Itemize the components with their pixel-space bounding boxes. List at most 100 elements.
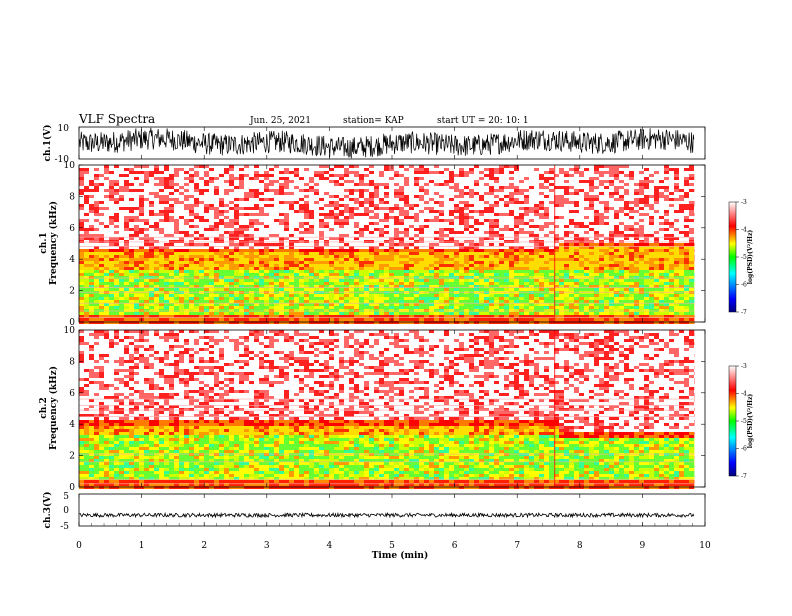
- spectrogram-cell: [174, 276, 179, 279]
- spectrogram-cell: [109, 243, 114, 246]
- spectrogram-cell: [459, 174, 464, 177]
- spectrogram-cell: [454, 216, 459, 219]
- spectrogram-cell: [84, 219, 89, 222]
- spectrogram-cell: [269, 273, 274, 276]
- spectrogram-cell: [644, 243, 649, 246]
- spectrogram-cell: [189, 243, 194, 246]
- spectrogram-cell: [289, 321, 294, 324]
- spectrogram-cell: [539, 249, 544, 252]
- spectrogram-cell: [654, 255, 659, 258]
- spectrogram-cell: [374, 189, 379, 192]
- spectrogram-cell: [89, 357, 94, 360]
- spectrogram-cell: [304, 195, 309, 198]
- spectrogram-cell: [344, 288, 349, 291]
- spectrogram-cell: [649, 288, 654, 291]
- spectrogram-cell: [629, 291, 634, 294]
- spectrogram-cell: [349, 252, 354, 255]
- spectrogram-cell: [209, 291, 214, 294]
- spectrogram-cell: [544, 264, 549, 267]
- spectrogram-cell: [304, 282, 309, 285]
- spectrogram-cell: [149, 243, 154, 246]
- spectrogram-cell: [289, 192, 294, 195]
- spectrogram-cell: [394, 270, 399, 273]
- spectrogram-cell: [399, 294, 404, 297]
- spectrogram-cell: [629, 279, 634, 282]
- spectrogram-cell: [149, 213, 154, 216]
- spectrogram-cell: [399, 252, 404, 255]
- spectrogram-cell: [94, 174, 99, 177]
- spectrogram-cell: [629, 174, 634, 177]
- spectrogram-cell: [344, 291, 349, 294]
- spectrogram-cell: [579, 264, 584, 267]
- spectrogram-cell: [329, 258, 334, 261]
- spectrogram-cell: [534, 255, 539, 258]
- spectrogram-cell: [659, 195, 664, 198]
- spectrogram-cell: [429, 198, 434, 201]
- spectrogram-cell: [149, 321, 154, 324]
- spectrogram-cell: [299, 300, 304, 303]
- spectrogram-cell: [564, 186, 569, 189]
- spectrogram-cell: [234, 216, 239, 219]
- spectrogram-cell: [244, 273, 249, 276]
- spectrogram-cell: [199, 300, 204, 303]
- spectrogram-cell: [659, 249, 664, 252]
- spectrogram-cell: [174, 222, 179, 225]
- spectrogram-cell: [304, 306, 309, 309]
- spectrogram-cell: [144, 309, 149, 312]
- spectrogram-cell: [364, 213, 369, 216]
- spectrogram-cell: [414, 252, 419, 255]
- spectrogram-cell: [454, 258, 459, 261]
- spectrogram-cell: [484, 249, 489, 252]
- spectrogram-cell: [609, 165, 614, 168]
- spectrogram-cell: [224, 258, 229, 261]
- spectrogram-cell: [604, 282, 609, 285]
- spectrogram-cell: [589, 312, 594, 315]
- spectrogram-cell: [379, 279, 384, 282]
- spectrogram-cell: [154, 249, 159, 252]
- spectrogram-cell: [434, 165, 439, 168]
- spectrogram-cell: [504, 204, 509, 207]
- spectrogram-cell: [574, 189, 579, 192]
- spectrogram-cell: [534, 240, 539, 243]
- spectrogram-cell: [514, 312, 519, 315]
- spectrogram-cell: [249, 258, 254, 261]
- spectrogram-cell: [499, 252, 504, 255]
- spectrogram-cell: [649, 261, 654, 264]
- spectrogram-cell: [344, 189, 349, 192]
- spectrogram-cell: [264, 174, 269, 177]
- spectrogram-cell: [379, 201, 384, 204]
- spectrogram-cell: [224, 267, 229, 270]
- spectrogram-cell: [434, 231, 439, 234]
- spectrogram-cell: [439, 276, 444, 279]
- spectrogram-cell: [614, 270, 619, 273]
- spectrogram-cell: [389, 321, 394, 324]
- spectrogram-cell: [114, 240, 119, 243]
- spectrogram-cell: [359, 318, 364, 321]
- spectrogram-cell: [684, 300, 689, 303]
- spectrogram-cell: [114, 165, 119, 168]
- spectrogram-cell: [264, 255, 269, 258]
- spectrogram-cell: [549, 282, 554, 285]
- spectrogram-cell: [584, 279, 589, 282]
- spectrogram-cell: [634, 297, 639, 300]
- spectrogram-cell: [494, 222, 499, 225]
- spectrogram-cell: [404, 234, 409, 237]
- spectrogram-cell: [669, 291, 674, 294]
- spectrogram-cell: [639, 306, 644, 309]
- spectrogram-cell: [589, 243, 594, 246]
- spectrogram-cell: [249, 312, 254, 315]
- spectrogram-cell: [144, 228, 149, 231]
- spectrogram-cell: [109, 222, 114, 225]
- spectrogram-cell: [174, 240, 179, 243]
- spectrogram-cell: [359, 234, 364, 237]
- spectrogram-cell: [594, 168, 599, 171]
- spectrogram-cell: [329, 213, 334, 216]
- spectrogram-cell: [589, 294, 594, 297]
- spectrogram-cell: [524, 198, 529, 201]
- spectrogram-cell: [519, 180, 524, 183]
- spectrogram-cell: [134, 276, 139, 279]
- spectrogram-cell: [404, 318, 409, 321]
- spectrogram-cell: [659, 216, 664, 219]
- spectrogram-cell: [149, 210, 154, 213]
- spectrogram-cell: [334, 279, 339, 282]
